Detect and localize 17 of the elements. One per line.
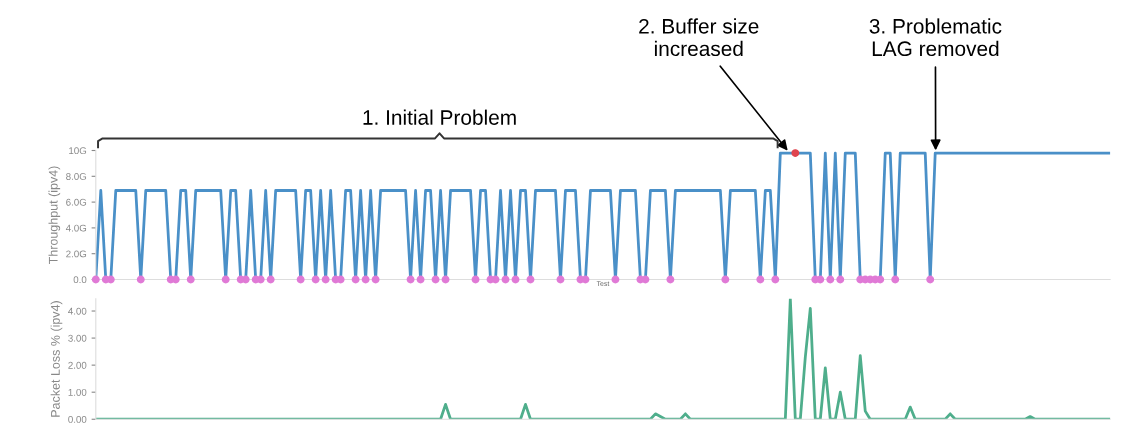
y-tick-label: 0.00 bbox=[68, 415, 87, 423]
line-series bbox=[95, 298, 1111, 420]
y-tick-label: 4.00 bbox=[68, 307, 87, 315]
y-tick-label: 2.0G bbox=[66, 250, 87, 258]
y-tick-label: 4.0G bbox=[65, 224, 87, 232]
y-axis-title: Throughput (ipv4) bbox=[48, 166, 61, 265]
text: 2. Buffer size increased bbox=[639, 18, 759, 57]
y-tick-label: 3.00 bbox=[68, 334, 87, 342]
text: 3. Problematic LAG removed bbox=[869, 18, 1002, 57]
y-axis-title: Packet Loss % (ipv4) bbox=[50, 301, 63, 417]
y-tick-label: 8.0G bbox=[66, 173, 87, 180]
y-tick-label: 10G bbox=[69, 147, 87, 155]
y-tick-label: 6.0G bbox=[66, 198, 87, 206]
text: 1. Initial Problem bbox=[363, 109, 516, 125]
y-tick-label: 0.0 bbox=[73, 276, 87, 284]
y-tick-label: 1.00 bbox=[68, 388, 87, 396]
y-tick-label: 2.00 bbox=[68, 361, 87, 369]
